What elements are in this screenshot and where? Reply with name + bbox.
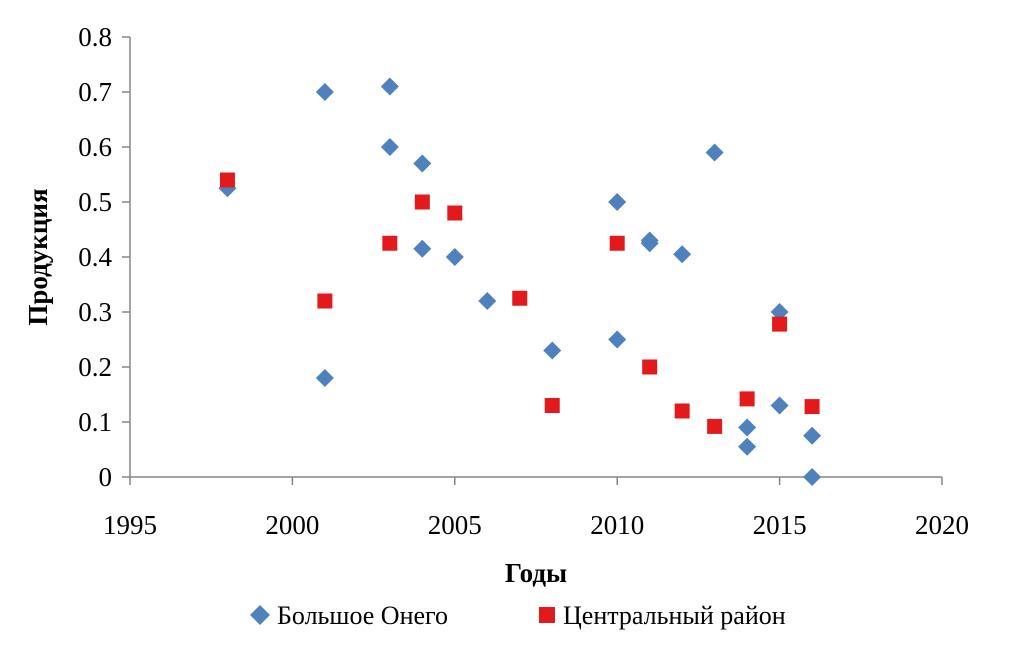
series-0-point xyxy=(413,239,432,258)
series-1-point xyxy=(772,316,788,332)
series-1-point xyxy=(739,391,755,407)
series-0-point xyxy=(770,396,789,415)
legend-item-bolshoe-onego: Большое Онего xyxy=(250,601,448,630)
x-tick-label: 2010 xyxy=(590,510,644,540)
series-0-point xyxy=(315,83,334,101)
series-0-point xyxy=(803,468,822,486)
series-1-point xyxy=(642,359,658,375)
y-tick-label: 0.5 xyxy=(78,187,112,217)
y-axis-ticks: 0 0.1 0.2 0.3 0.4 0.5 0.6 0.7 0.8 xyxy=(78,22,130,492)
series-1-point xyxy=(414,194,430,210)
series-1-point xyxy=(219,172,235,188)
series-1-point xyxy=(317,293,333,309)
series-0-point xyxy=(803,426,822,445)
series-0-point xyxy=(543,341,562,360)
y-tick-label: 0.7 xyxy=(78,77,112,107)
series-1-point xyxy=(512,290,528,306)
series-0-point xyxy=(413,154,432,173)
x-tick-label: 2000 xyxy=(265,510,319,540)
y-tick-label: 0.2 xyxy=(78,352,112,382)
series-1-point xyxy=(707,418,723,434)
legend-label-centralny-rayon: Центральный район xyxy=(563,601,786,630)
legend-square-marker xyxy=(539,607,555,623)
series-0-point xyxy=(770,303,789,321)
legend-diamond-marker xyxy=(250,605,270,625)
y-tick-label: 0.1 xyxy=(78,407,112,437)
series-0-point xyxy=(478,292,497,310)
series-0-point xyxy=(608,193,627,211)
series-1-point xyxy=(674,403,690,419)
series-0-point xyxy=(738,418,757,437)
legend-label-bolshoe-onego: Большое Онего xyxy=(277,601,448,630)
y-tick-label: 0 xyxy=(99,462,113,492)
x-axis-title: Годы xyxy=(505,558,567,588)
series-1-point xyxy=(804,399,820,415)
series-0-point xyxy=(380,77,399,96)
series-0-point xyxy=(738,437,757,456)
series-0-point xyxy=(705,143,724,162)
series-1-point xyxy=(382,235,398,251)
plot-area: 1995 2000 2005 2010 2015 2020 0 0.1 0.2 0.3 0.4 0.… xyxy=(78,22,969,540)
data-markers xyxy=(218,77,822,486)
y-tick-label: 0.3 xyxy=(78,297,112,327)
series-0-point xyxy=(445,248,464,266)
series-1-point xyxy=(544,398,560,413)
y-axis-title: Продукция xyxy=(23,188,53,325)
x-tick-label: 1995 xyxy=(103,510,157,540)
legend: Большое Онего Центральный район xyxy=(250,601,786,630)
y-tick-label: 0.4 xyxy=(78,242,112,272)
x-tick-label: 2015 xyxy=(753,510,807,540)
x-axis-ticks: 1995 2000 2005 2010 2015 2020 xyxy=(103,477,969,540)
series-0-point xyxy=(315,369,334,387)
x-tick-label: 2020 xyxy=(915,510,969,540)
series-0-point xyxy=(640,234,659,253)
series-0-point xyxy=(608,330,627,349)
y-tick-label: 0.6 xyxy=(78,132,112,162)
y-tick-label: 0.8 xyxy=(78,22,112,52)
series-1-point xyxy=(447,205,463,221)
legend-item-centralny-rayon: Центральный район xyxy=(539,601,786,630)
series-0-point xyxy=(380,138,399,156)
series-0-point xyxy=(673,245,692,264)
series-1-point xyxy=(609,235,625,251)
x-tick-label: 2005 xyxy=(428,510,482,540)
